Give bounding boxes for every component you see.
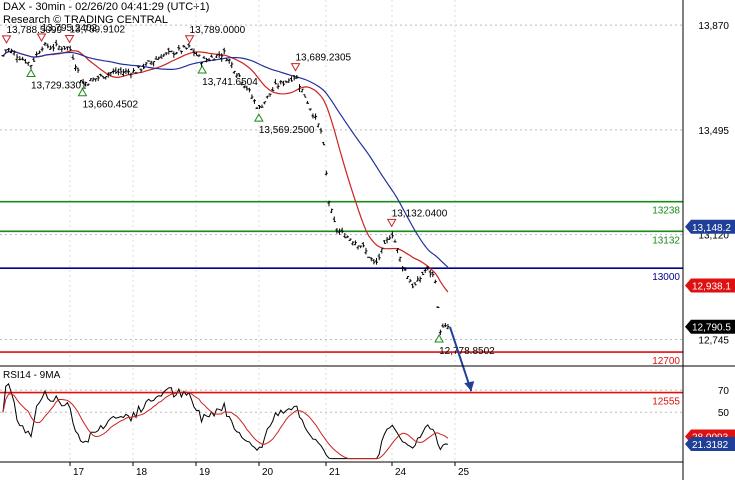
- price-tag-label: 13,148.2: [692, 223, 731, 234]
- price-tag-label: 12,790.5: [692, 323, 731, 334]
- price-tag-label: 12,938.1: [692, 282, 731, 293]
- swing-high-marker: [36, 33, 47, 43]
- price-tag: [685, 436, 735, 451]
- y-tick-label: 13,120: [698, 231, 729, 242]
- projection-arrow: [449, 326, 473, 392]
- price-tag: [685, 278, 735, 293]
- rsi-line: [2, 383, 448, 460]
- x-tick-label: 17: [73, 467, 85, 478]
- ma-fast-line: [2, 50, 449, 293]
- level-label: 12555: [652, 397, 680, 408]
- swing-high-label: 13,795.2402: [42, 23, 98, 34]
- swing-low-label: 13,569.2500: [259, 125, 315, 136]
- price-tag-label: 21.3182: [692, 440, 729, 451]
- swing-low-marker: [77, 87, 88, 97]
- level-label: 13132: [652, 235, 680, 246]
- swing-low-label: 13,729.3301: [31, 80, 87, 91]
- swing-high-label: 13,132.0400: [392, 208, 448, 219]
- swing-low-label: 13,741.6504: [202, 77, 258, 88]
- rsi-ma-line: [2, 391, 449, 460]
- price-tag: [685, 319, 735, 334]
- swing-low-marker: [197, 64, 208, 74]
- swing-high-label: 13,789.9102: [70, 25, 126, 36]
- swing-low-label: 13,660.4502: [82, 100, 138, 111]
- level-label: 13000: [652, 272, 680, 283]
- y-tick-label: 12,745: [698, 335, 729, 346]
- chart-title: DAX - 30min - 02/26/20 04:41:29 (UTC+1): [3, 1, 210, 13]
- swing-low-marker: [253, 113, 264, 122]
- swing-high-marker: [1, 35, 12, 44]
- y-tick-label: 13,870: [698, 21, 729, 32]
- rsi-tick-label: 70: [718, 386, 730, 397]
- swing-low-marker: [26, 68, 36, 77]
- price-tag: [685, 219, 735, 234]
- swing-high-marker: [184, 35, 195, 44]
- x-tick-label: 25: [458, 467, 470, 478]
- rsi-tick-label: 50: [718, 408, 730, 419]
- projection-arrowhead: [464, 381, 475, 392]
- rsi-title: RSI14 - 9MA: [3, 370, 61, 381]
- swing-high-label: 13,788.5099: [7, 25, 63, 36]
- swing-high-label: 13,689.2305: [296, 53, 352, 64]
- x-tick-label: 19: [199, 467, 211, 478]
- x-tick-label: 20: [262, 467, 274, 478]
- swing-low-label: 12,778.8502: [439, 346, 495, 357]
- x-tick-label: 18: [136, 467, 148, 478]
- ma-slow-line: [2, 50, 449, 268]
- chart-credit: Research © TRADING CENTRAL: [3, 14, 168, 26]
- swing-low-marker: [434, 333, 444, 343]
- swing-high-marker: [290, 63, 301, 72]
- swing-high-marker: [64, 35, 75, 44]
- y-tick-label: 13,495: [698, 126, 729, 137]
- level-label: 12700: [652, 356, 680, 367]
- level-label: 13238: [652, 206, 680, 217]
- x-tick-label: 24: [395, 467, 407, 478]
- swing-high-marker: [386, 218, 397, 228]
- swing-high-label: 13,789.0000: [190, 25, 246, 36]
- x-tick-label: 21: [329, 467, 341, 478]
